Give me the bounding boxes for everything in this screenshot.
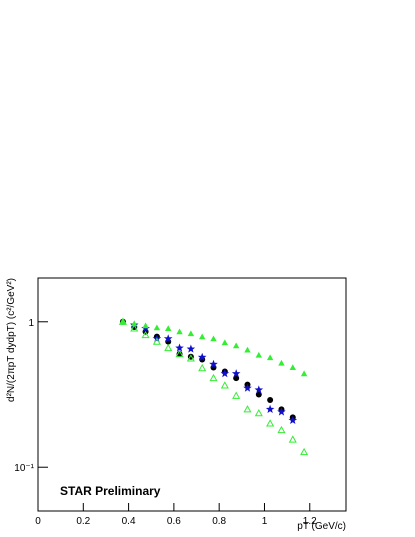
point (163, 334, 173, 343)
point (220, 381, 229, 389)
point (265, 404, 275, 413)
point (278, 359, 285, 366)
point (300, 447, 309, 456)
x-tick-label: 0.2 (76, 516, 90, 527)
x-axis-label: pT (GeV/c) (297, 521, 346, 532)
plot-frame (37, 277, 347, 512)
annotation: STAR Preliminary (60, 484, 161, 498)
point (175, 343, 184, 352)
point (153, 324, 161, 331)
point (221, 339, 229, 346)
point (232, 391, 241, 399)
y-axis-label: d²N/(2πpT dydpT) (c²/GeV²) (6, 278, 17, 402)
point (277, 407, 286, 416)
x-tick-label: 0.8 (212, 516, 226, 527)
point (142, 322, 149, 329)
point (130, 324, 139, 332)
point (186, 344, 196, 353)
point (233, 375, 240, 382)
point (119, 318, 127, 325)
point (243, 405, 252, 413)
point (118, 317, 127, 325)
x-tick-label: 1 (262, 516, 268, 527)
point (255, 351, 263, 358)
point (210, 335, 217, 342)
point (165, 325, 172, 331)
y-tick-label: 1 (28, 318, 34, 329)
y-tick-label: 10⁻¹ (14, 463, 34, 474)
point (176, 328, 183, 335)
point (209, 373, 218, 382)
point (198, 363, 207, 372)
point (243, 383, 252, 392)
point (197, 352, 207, 361)
point (288, 435, 297, 443)
point (288, 415, 298, 424)
point (244, 346, 251, 353)
point (266, 354, 274, 361)
point (300, 370, 308, 377)
point (209, 359, 218, 368)
point (267, 396, 274, 403)
point (198, 333, 206, 340)
point (232, 342, 240, 349)
point (152, 337, 161, 345)
point (277, 425, 286, 434)
point (141, 330, 150, 339)
point (266, 419, 275, 427)
point (254, 385, 264, 394)
x-tick-label: 0.6 (167, 516, 181, 527)
point (255, 391, 262, 398)
point (231, 369, 241, 378)
point (186, 354, 195, 362)
point (164, 343, 173, 352)
point (254, 409, 263, 417)
point (175, 349, 184, 358)
x-tick-label: 0 (35, 516, 41, 527)
x-tick-label: 0.4 (122, 516, 136, 527)
point (220, 369, 230, 378)
point (187, 330, 195, 337)
point (131, 320, 138, 327)
point (289, 364, 296, 371)
x-tick-label: 1.2 (303, 516, 317, 527)
